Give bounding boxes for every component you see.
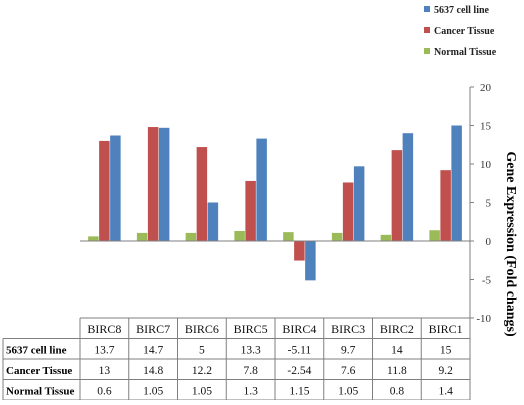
table-cell: 1.05 [143,386,163,398]
table-row-header-1: Cancer Tissue [6,365,72,377]
legend-label-1: Cancer Tissue [434,26,495,37]
legend-label-0: 5637 cell line [434,5,490,16]
bar-birc7-series-1 [147,127,159,241]
bar-birc4-series-0 [305,241,316,281]
y-tick-label: 20 [480,82,492,94]
legend-swatch-1 [424,27,430,33]
bar-birc6-series-1 [196,147,208,241]
bar-birc1-series-2 [429,230,440,241]
table-cell: 13.3 [241,345,261,357]
table-cell: 9.2 [438,365,453,377]
table-cell: 13.7 [94,345,114,357]
table-cell: 15 [440,345,452,357]
table-cell: 7.6 [341,365,356,377]
bar-birc5-series-0 [256,138,267,241]
category-label-birc5: BIRC5 [234,322,268,336]
table-cell: 7.8 [243,365,258,377]
legend-swatch-0 [424,6,430,12]
table-cell: 14 [391,345,403,357]
y-tick-label: -5 [482,275,492,287]
bar-birc6-series-0 [207,202,219,241]
table-row-header-2: Normal Tissue [6,386,74,398]
bar-birc8-series-0 [110,135,121,241]
table-cell: 5 [199,345,205,357]
table-cell: 12.2 [192,365,212,377]
y-tick-label: 5 [486,198,492,210]
bar-birc2-series-1 [391,150,403,241]
bar-birc3-series-2 [331,232,343,241]
bar-birc7-series-2 [136,232,148,241]
table-cell: 11.8 [387,365,407,377]
table-row-header-0: 5637 cell line [6,345,67,357]
table-cell: 13 [99,365,111,377]
legend-swatch-2 [424,48,430,54]
bar-birc1-series-0 [451,125,462,241]
legend-label-2: Normal Tissue [434,47,497,58]
bar-birc7-series-0 [158,127,170,241]
table-cell: 9.7 [341,345,356,357]
y-axis-title: Gene Expression (Fold changs) [503,151,518,337]
category-label-birc3: BIRC3 [331,322,365,336]
bar-birc1-series-1 [440,170,451,241]
table-cell: 0.8 [390,386,405,398]
bar-birc8-series-1 [99,140,110,241]
table-cell: 1.4 [438,386,453,398]
bar-birc6-series-2 [185,232,197,241]
category-label-birc8: BIRC8 [87,322,121,336]
category-label-birc6: BIRC6 [185,322,219,336]
bar-birc5-series-1 [245,180,256,241]
table-cell: 0.6 [97,386,112,398]
category-label-birc7: BIRC7 [136,322,170,336]
bar-birc3-series-0 [353,166,365,241]
bar-birc4-series-2 [283,232,294,241]
bar-birc4-series-1 [294,241,305,261]
category-label-birc2: BIRC2 [380,322,414,336]
bar-birc2-series-2 [380,234,392,241]
category-label-birc4: BIRC4 [282,322,316,336]
bar-birc2-series-0 [402,133,414,241]
table-cell: 1.3 [243,386,258,398]
category-label-birc1: BIRC1 [429,322,463,336]
table-cell: 1.15 [289,386,309,398]
table-cell: 14.8 [143,365,163,377]
table-cell: 14.7 [143,345,163,357]
y-tick-label: 0 [486,236,492,248]
table-cell: -5.11 [288,345,312,357]
y-tick-label: 10 [480,159,492,171]
bar-birc8-series-2 [88,236,99,241]
table-cell: -2.54 [287,365,311,377]
y-tick-label: -10 [476,313,491,325]
bar-birc5-series-2 [234,230,245,241]
bar-birc3-series-1 [342,182,354,241]
y-tick-label: 15 [480,121,492,133]
table-cell: 1.05 [192,386,212,398]
table-cell: 1.05 [338,386,358,398]
